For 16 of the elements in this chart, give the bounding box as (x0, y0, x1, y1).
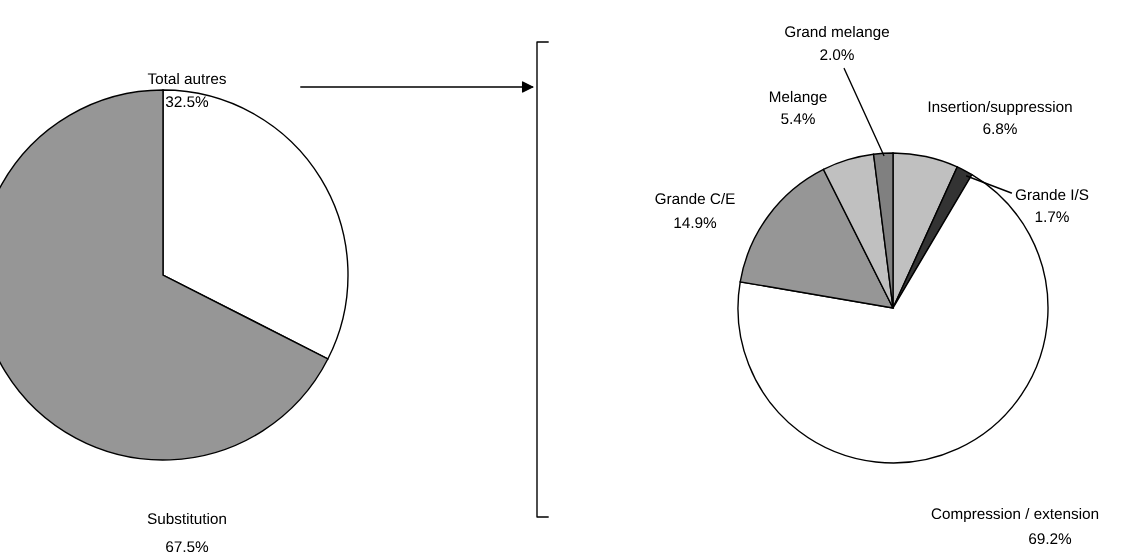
data-label: 69.2% (1029, 533, 1072, 545)
slice-label: Compression / extension (931, 507, 1099, 523)
slice-label: Substitution (147, 512, 226, 525)
data-label: 32.5% (165, 96, 209, 108)
data-label: 2.0% (820, 49, 854, 61)
data-label: 67.5% (166, 541, 209, 553)
slice-label: Grande C/E (655, 192, 735, 205)
data-label: 5.4% (781, 113, 815, 125)
slice-label: Insertion/suppression (928, 100, 1072, 116)
slice-label: Melange (769, 90, 827, 106)
data-label: 6.8% (983, 123, 1017, 135)
slice-label: Total autres (147, 72, 226, 85)
slice-label: Grande I/S (1015, 188, 1089, 201)
data-label: 1.7% (1035, 211, 1069, 223)
data-label: 14.9% (674, 217, 717, 229)
slice-label: Grand melange (785, 25, 889, 41)
